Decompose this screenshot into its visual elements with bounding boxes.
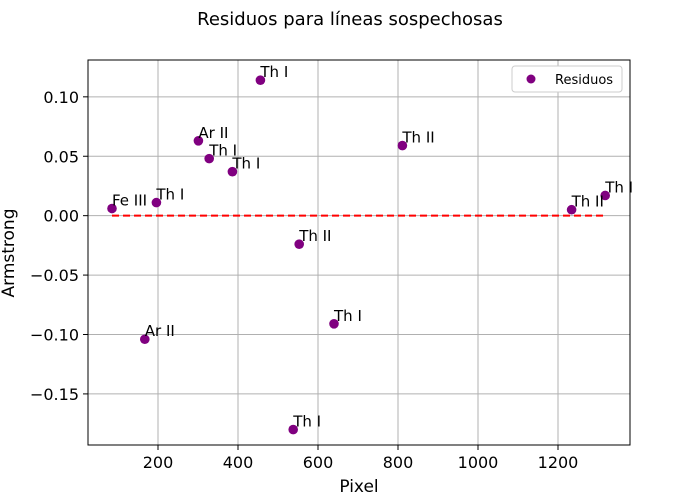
data-point [566,204,577,215]
x-axis-ticks: 200 400 600 800 1000 1200 [143,445,579,472]
data-points [107,75,610,435]
data-point [255,75,266,86]
y-tick-label: 0.00 [43,207,79,226]
data-point-label: Th I [155,186,184,204]
data-point [397,140,408,151]
data-point [193,136,204,146]
data-point [151,197,162,208]
y-tick-label: 0.05 [43,147,79,166]
data-point [227,166,238,177]
data-point [329,318,339,329]
data-point [288,424,299,435]
data-point-label: Th II [401,129,434,147]
y-tick-label: −0.10 [30,325,79,344]
x-tick-label: 200 [143,453,174,472]
legend-box [511,65,623,93]
x-tick-label: 1200 [538,453,579,472]
y-tick-label: 0.10 [43,88,79,107]
legend-label: Residuos [555,73,613,88]
x-axis-title: Pixel [339,477,378,497]
data-point-label: Ar II [198,124,228,142]
legend-marker [526,74,536,84]
chart-title: Residuos para líneas sospechosas [197,9,503,30]
data-point-label: Th I [231,155,260,173]
data-point-label: Th I [333,307,362,325]
data-point-label: Fe III [112,192,147,210]
data-point-label: Ar II [145,322,175,340]
data-point [600,190,610,201]
data-point-label: Th II [571,193,604,211]
data-point [204,153,214,164]
y-axis-title: Armstrong [0,209,19,298]
y-tick-label: −0.05 [30,266,79,285]
data-point [294,239,305,249]
x-tick-label: 400 [223,453,254,472]
data-point-label: Th II [298,227,331,245]
x-tick-label: 1000 [458,453,499,472]
plot-frame [87,59,631,446]
data-point-label: Th I [208,142,237,160]
y-tick-label: −0.15 [30,385,79,404]
x-tick-label: 600 [303,453,334,472]
x-tick-label: 800 [383,453,414,472]
legend: Residuos [511,65,623,93]
y-axis-ticks: −0.15 −0.10 −0.05 0.00 0.05 0.10 [30,88,88,404]
data-point-label: Th I [292,413,321,431]
data-point-label: Th I [604,178,633,196]
data-point [140,334,150,345]
data-point [107,203,117,214]
data-point-label: Th I [259,63,288,81]
